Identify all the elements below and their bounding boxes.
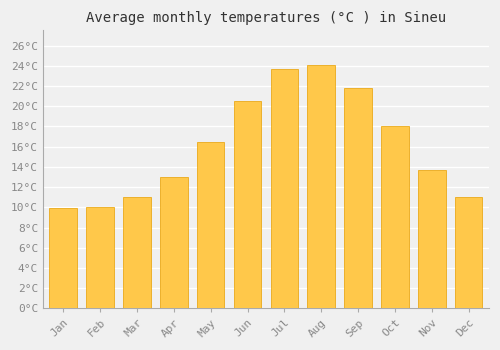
Bar <box>418 170 446 308</box>
Bar <box>234 101 262 308</box>
Bar <box>160 177 188 308</box>
Title: Average monthly temperatures (°C ) in Sineu: Average monthly temperatures (°C ) in Si… <box>86 11 446 25</box>
Bar <box>197 142 224 308</box>
Bar <box>455 197 482 308</box>
Bar <box>270 69 298 308</box>
Bar <box>86 207 114 308</box>
Bar <box>50 208 77 308</box>
Bar <box>123 197 151 308</box>
Bar <box>308 65 335 308</box>
Bar <box>344 88 372 308</box>
Bar <box>381 126 408 308</box>
